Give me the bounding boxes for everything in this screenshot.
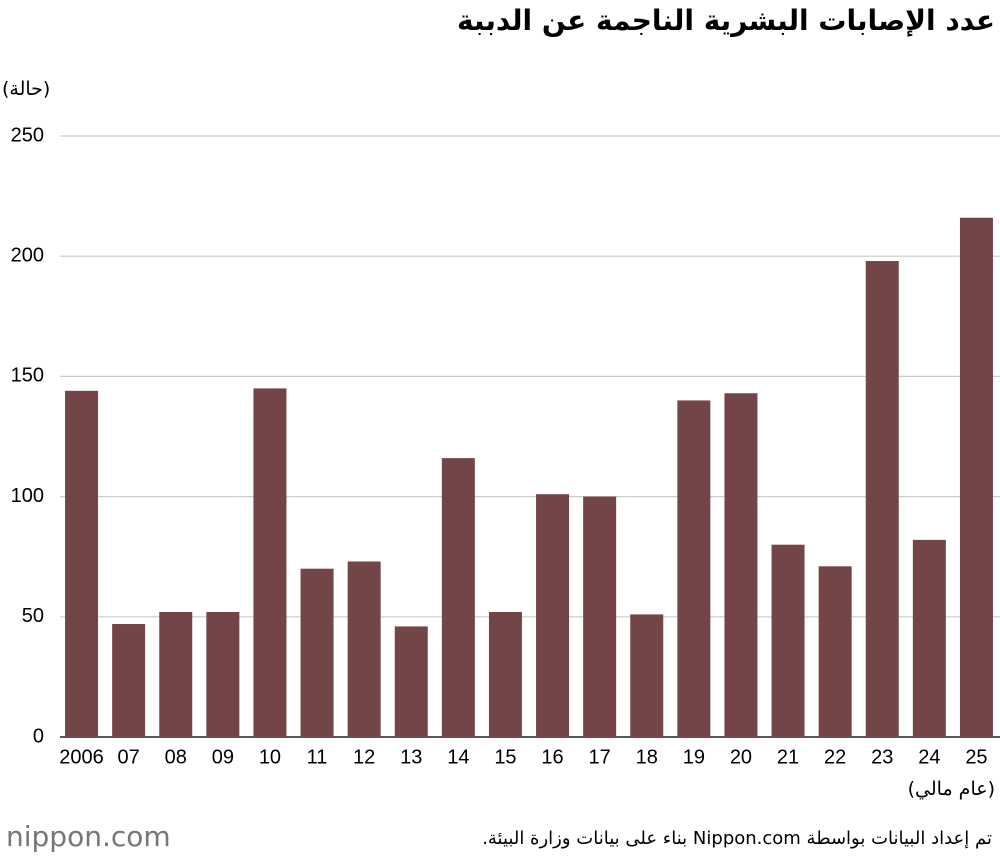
x-tick-label: 08 bbox=[165, 746, 187, 768]
bar bbox=[912, 539, 946, 737]
y-tick-label: 250 bbox=[11, 124, 44, 146]
x-tick-label: 2006 bbox=[59, 746, 104, 768]
logo: nippon.com bbox=[6, 820, 171, 853]
chart-title: عدد الإصابات البشرية الناجمة عن الدببة bbox=[456, 4, 995, 37]
x-tick-label: 11 bbox=[307, 746, 328, 768]
bar bbox=[677, 400, 711, 737]
bar bbox=[818, 566, 852, 737]
bar bbox=[347, 561, 381, 737]
x-tick-label: 12 bbox=[353, 746, 375, 768]
bar bbox=[300, 568, 334, 737]
y-tick-label: 50 bbox=[22, 605, 44, 627]
bar bbox=[206, 611, 240, 737]
x-tick-label: 23 bbox=[871, 746, 893, 768]
bar bbox=[536, 494, 570, 737]
x-tick-label: 24 bbox=[918, 746, 940, 768]
source-note: تم إعداد البيانات بواسطة Nippon.com بناء… bbox=[482, 828, 992, 849]
y-tick-label: 100 bbox=[11, 485, 44, 507]
x-tick-label: 18 bbox=[636, 746, 658, 768]
bar bbox=[959, 217, 993, 738]
bar bbox=[394, 626, 428, 737]
x-tick-label: 14 bbox=[447, 746, 469, 768]
x-tick-label: 10 bbox=[259, 746, 281, 768]
x-tick-label: 19 bbox=[683, 746, 705, 768]
bar bbox=[65, 390, 99, 737]
bar bbox=[159, 611, 193, 737]
bar bbox=[865, 261, 899, 737]
x-tick-label: 15 bbox=[494, 746, 516, 768]
y-tick-label: 0 bbox=[33, 725, 44, 747]
chart: 0 50 100 150 200 250 2006 07 08 09 10 11 12 13 14 15 16 1… bbox=[11, 124, 1000, 768]
bar bbox=[253, 388, 287, 737]
x-axis-label: (عام مالي) bbox=[907, 778, 995, 800]
bar bbox=[488, 611, 522, 737]
y-axis-label: (حالة) bbox=[2, 78, 51, 100]
y-tick-label: 150 bbox=[11, 365, 44, 387]
x-tick-label: 17 bbox=[589, 746, 611, 768]
bar bbox=[771, 544, 805, 737]
bar bbox=[441, 458, 475, 737]
bar bbox=[724, 393, 758, 737]
bar bbox=[112, 624, 146, 737]
x-tick-label: 25 bbox=[965, 746, 987, 768]
x-tick-label: 22 bbox=[824, 746, 846, 768]
x-tick-label: 21 bbox=[777, 746, 799, 768]
x-tick-label: 13 bbox=[400, 746, 422, 768]
x-tick-label: 09 bbox=[212, 746, 234, 768]
y-tick-label: 200 bbox=[11, 244, 44, 266]
bar bbox=[583, 496, 617, 737]
x-tick-label: 07 bbox=[118, 746, 140, 768]
bar bbox=[630, 614, 664, 737]
x-tick-label: 20 bbox=[730, 746, 752, 768]
x-tick-label: 16 bbox=[541, 746, 563, 768]
